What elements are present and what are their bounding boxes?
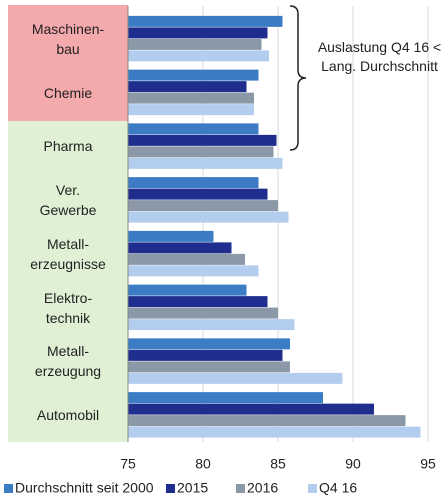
legend-swatch	[308, 484, 317, 493]
bar	[128, 307, 278, 319]
bar	[128, 242, 232, 254]
annotation: Auslastung Q4 16 < Lang. Durchschnitt	[317, 39, 442, 74]
bar	[128, 265, 259, 277]
bar	[128, 361, 290, 373]
legend-label: Durchschnitt seit 2000	[15, 480, 154, 496]
bar	[128, 392, 323, 404]
bar	[128, 296, 268, 308]
bar	[128, 200, 278, 212]
bar	[128, 426, 421, 438]
bar	[128, 319, 295, 331]
bar	[128, 81, 247, 93]
bar	[128, 15, 283, 27]
legend-swatch	[166, 484, 175, 493]
legend-label: Q4 16	[319, 480, 357, 496]
x-tick-label: 90	[345, 456, 361, 472]
bar	[128, 338, 290, 350]
bar	[128, 253, 245, 265]
legend-swatch	[236, 484, 245, 493]
bar	[128, 92, 254, 104]
bar	[128, 372, 343, 384]
x-tick-label: 75	[120, 456, 136, 472]
bar	[128, 157, 283, 169]
category-label: Chemie	[43, 84, 93, 101]
bar	[128, 38, 262, 50]
x-tick-label: 80	[195, 456, 211, 472]
x-tick-label: 85	[270, 456, 286, 472]
bar	[128, 349, 283, 361]
bar	[128, 403, 374, 415]
bracket	[289, 5, 307, 151]
highlight-box	[8, 5, 128, 121]
bar	[128, 211, 289, 223]
bar	[128, 104, 254, 116]
category-box	[8, 121, 128, 442]
bar	[128, 284, 247, 296]
legend-label: 2015	[177, 480, 208, 496]
bar	[128, 134, 277, 146]
x-tick-label: 95	[420, 456, 436, 472]
category-label: Pharma	[43, 138, 93, 155]
bar	[128, 146, 274, 158]
category-label: Automobil	[36, 407, 100, 424]
legend-swatch	[4, 484, 13, 493]
bar	[128, 415, 406, 427]
category-label: Elektro- technik	[43, 289, 93, 326]
category-label: Maschinen- bau	[31, 20, 105, 57]
category-label: Metall- erzeugung	[34, 343, 102, 380]
bar	[128, 123, 259, 135]
bar	[128, 188, 268, 200]
category-label: Ver. Gewerbe	[39, 182, 97, 219]
bar	[128, 69, 259, 81]
bar	[128, 50, 269, 62]
category-label: Metall- erzeugnisse	[30, 235, 106, 272]
bar	[128, 27, 268, 39]
bar	[128, 177, 259, 189]
bar	[128, 230, 214, 242]
legend-label: 2016	[247, 480, 278, 496]
